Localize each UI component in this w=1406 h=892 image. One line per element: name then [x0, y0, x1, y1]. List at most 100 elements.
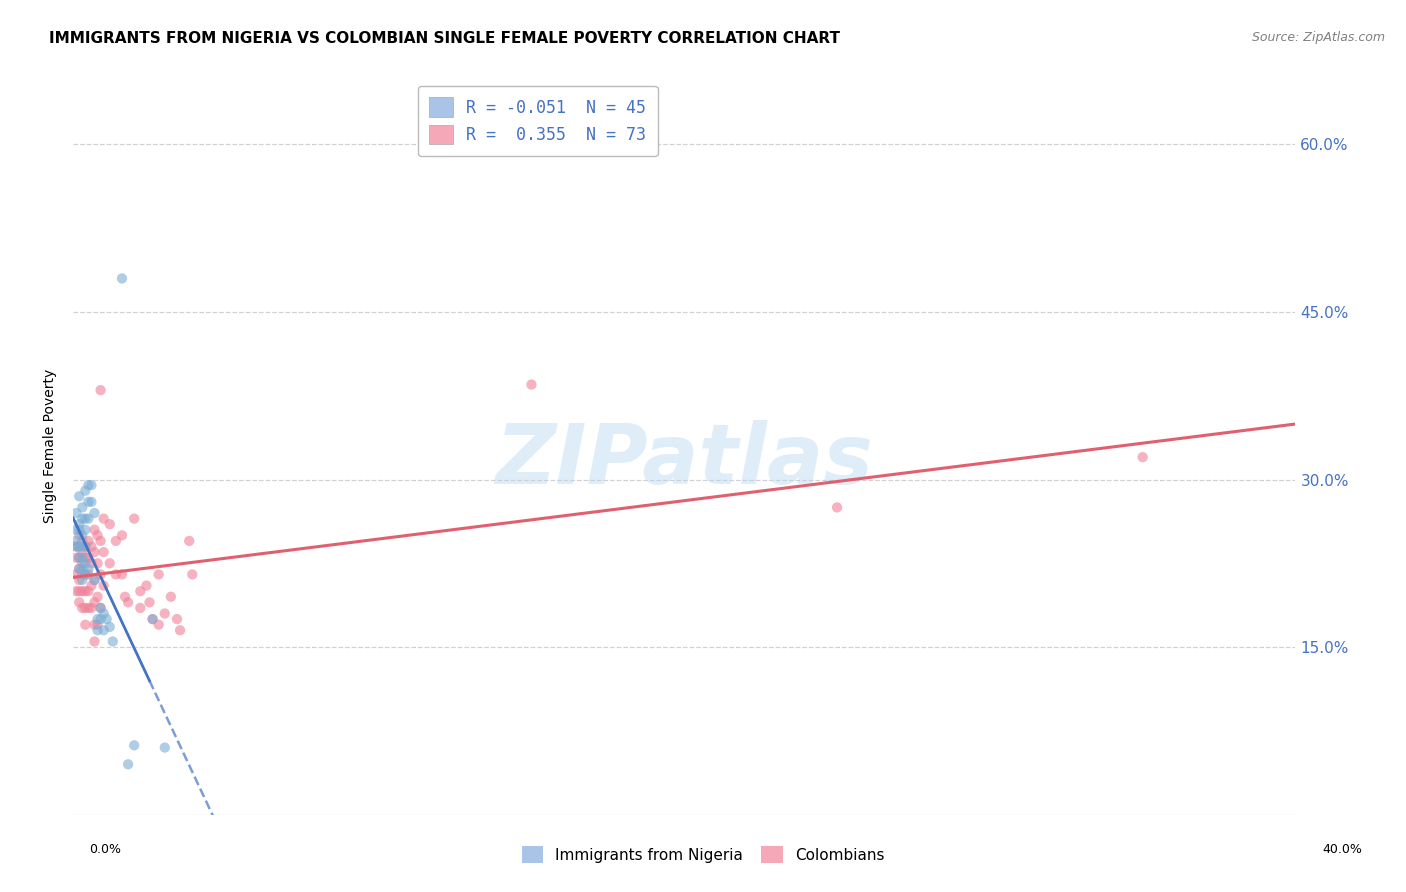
Point — [72, 511, 94, 525]
Point — [86, 528, 108, 542]
Y-axis label: Single Female Poverty: Single Female Poverty — [44, 369, 58, 523]
Point — [65, 533, 87, 548]
Point — [72, 528, 94, 542]
Point — [72, 550, 94, 565]
Point — [148, 617, 170, 632]
Point — [67, 540, 90, 554]
Point — [75, 584, 97, 599]
Point — [111, 567, 134, 582]
Point — [67, 517, 90, 532]
Point — [77, 550, 100, 565]
Point — [141, 612, 163, 626]
Point — [65, 540, 87, 554]
Point — [75, 511, 97, 525]
Point — [83, 573, 105, 587]
Point — [67, 489, 90, 503]
Point — [77, 562, 100, 576]
Point — [98, 517, 121, 532]
Point — [67, 573, 90, 587]
Point — [72, 584, 94, 599]
Point — [83, 545, 105, 559]
Point — [80, 495, 103, 509]
Point — [83, 617, 105, 632]
Point — [104, 533, 127, 548]
Point — [90, 601, 112, 615]
Point — [65, 550, 87, 565]
Point — [65, 523, 87, 537]
Point — [98, 620, 121, 634]
Point — [65, 567, 87, 582]
Point — [101, 634, 124, 648]
Point — [104, 567, 127, 582]
Legend: R = -0.051  N = 45, R =  0.355  N = 73: R = -0.051 N = 45, R = 0.355 N = 73 — [418, 86, 658, 156]
Point — [80, 579, 103, 593]
Point — [129, 584, 152, 599]
Point — [65, 540, 87, 554]
Point — [67, 528, 90, 542]
Point — [93, 624, 115, 638]
Point — [111, 528, 134, 542]
Point — [96, 612, 118, 626]
Point — [77, 511, 100, 525]
Point — [72, 533, 94, 548]
Point — [141, 612, 163, 626]
Point — [83, 523, 105, 537]
Point — [138, 595, 160, 609]
Point — [72, 573, 94, 587]
Point — [75, 550, 97, 565]
Point — [67, 595, 90, 609]
Point — [72, 562, 94, 576]
Point — [75, 523, 97, 537]
Point — [72, 545, 94, 559]
Point — [75, 567, 97, 582]
Point — [77, 567, 100, 582]
Point — [90, 612, 112, 626]
Point — [160, 590, 183, 604]
Point — [114, 590, 136, 604]
Point — [80, 556, 103, 570]
Point — [90, 601, 112, 615]
Point — [520, 377, 543, 392]
Point — [67, 562, 90, 576]
Point — [77, 533, 100, 548]
Point — [77, 601, 100, 615]
Point — [77, 478, 100, 492]
Point — [80, 540, 103, 554]
Point — [166, 612, 188, 626]
Point — [90, 383, 112, 397]
Point — [83, 506, 105, 520]
Point — [111, 271, 134, 285]
Point — [75, 601, 97, 615]
Point — [65, 584, 87, 599]
Point — [72, 500, 94, 515]
Legend: Immigrants from Nigeria, Colombians: Immigrants from Nigeria, Colombians — [515, 838, 891, 871]
Point — [65, 506, 87, 520]
Point — [153, 740, 176, 755]
Text: Source: ZipAtlas.com: Source: ZipAtlas.com — [1251, 31, 1385, 45]
Text: 40.0%: 40.0% — [1323, 843, 1362, 856]
Point — [83, 634, 105, 648]
Point — [135, 579, 157, 593]
Point — [67, 562, 90, 576]
Point — [67, 550, 90, 565]
Point — [90, 533, 112, 548]
Point — [77, 495, 100, 509]
Point — [67, 523, 90, 537]
Point — [179, 533, 201, 548]
Point — [122, 739, 145, 753]
Point — [75, 617, 97, 632]
Point — [117, 595, 139, 609]
Point — [86, 612, 108, 626]
Point — [72, 567, 94, 582]
Point — [75, 567, 97, 582]
Point — [72, 601, 94, 615]
Text: IMMIGRANTS FROM NIGERIA VS COLOMBIAN SINGLE FEMALE POVERTY CORRELATION CHART: IMMIGRANTS FROM NIGERIA VS COLOMBIAN SIN… — [49, 31, 841, 46]
Point — [67, 584, 90, 599]
Point — [90, 567, 112, 582]
Point — [75, 540, 97, 554]
Point — [1132, 450, 1154, 465]
Point — [77, 584, 100, 599]
Point — [93, 545, 115, 559]
Point — [129, 601, 152, 615]
Point — [72, 556, 94, 570]
